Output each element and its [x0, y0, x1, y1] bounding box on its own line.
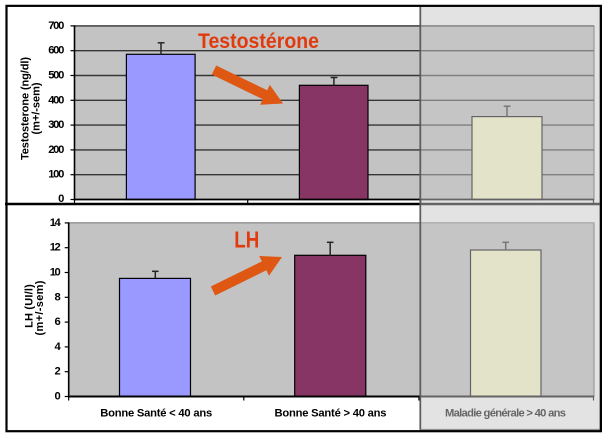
svg-text:(m+/-sem): (m+/-sem): [34, 280, 46, 335]
svg-text:4: 4: [54, 341, 61, 353]
svg-text:LH: LH: [234, 226, 259, 252]
svg-text:12: 12: [50, 242, 61, 254]
svg-text:8: 8: [54, 291, 60, 303]
svg-text:300: 300: [48, 119, 64, 131]
svg-text:14: 14: [50, 217, 62, 229]
svg-text:200: 200: [48, 144, 64, 156]
svg-text:400: 400: [48, 94, 64, 106]
svg-text:LH (UI/l): LH (UI/l): [23, 284, 35, 328]
svg-text:2: 2: [54, 366, 60, 378]
svg-text:6: 6: [54, 316, 60, 328]
svg-text:Bonne Santé < 40 ans: Bonne Santé < 40 ans: [100, 407, 212, 419]
svg-text:Testosterone (ng/dl): Testosterone (ng/dl): [19, 57, 31, 160]
svg-text:700: 700: [48, 20, 64, 32]
svg-text:600: 600: [48, 45, 64, 57]
svg-text:0: 0: [58, 193, 64, 205]
svg-text:0: 0: [54, 391, 60, 403]
svg-text:10: 10: [50, 267, 61, 279]
svg-text:Testostérone: Testostérone: [198, 29, 319, 53]
svg-text:Bonne Santé > 40 ans: Bonne Santé > 40 ans: [275, 407, 387, 419]
svg-text:100: 100: [48, 169, 64, 181]
svg-text:(m+/-sem): (m+/-sem): [30, 82, 42, 134]
svg-text:500: 500: [48, 70, 64, 82]
